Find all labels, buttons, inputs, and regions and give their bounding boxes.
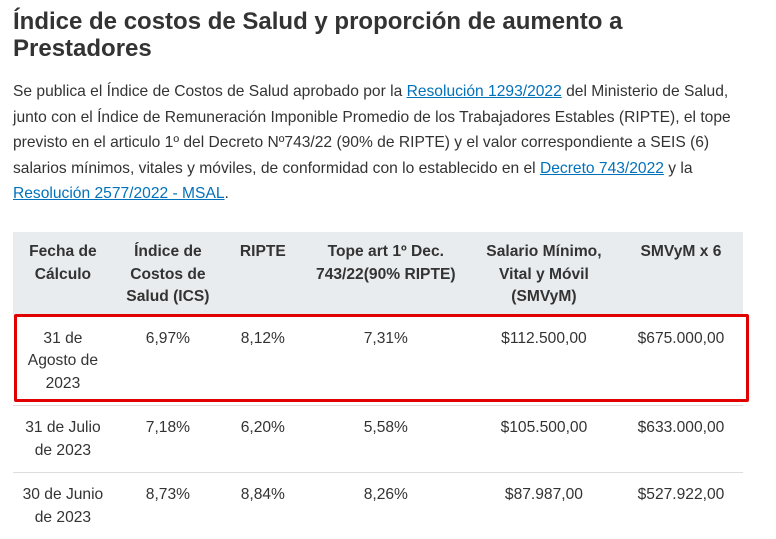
cell-fecha: 31 de Julio de 2023 xyxy=(13,406,113,473)
link-resolucion-1293[interactable]: Resolución 1293/2022 xyxy=(407,83,562,100)
link-resolucion-2577[interactable]: Resolución 2577/2022 - MSAL xyxy=(13,185,225,202)
cell-tope: 7,31% xyxy=(303,317,469,406)
cell-fecha: 31 de Agosto de 2023 xyxy=(13,317,113,406)
cell-ics: 6,97% xyxy=(113,317,223,406)
cell-smvym-x6: $633.000,00 xyxy=(619,406,743,473)
header-smvym: Salario Mínimo, Vital y Móvil (SMVyM) xyxy=(469,232,619,317)
intro-text-3: y la xyxy=(664,160,693,177)
cell-ripte: 8,84% xyxy=(223,473,303,539)
header-ripte: RIPTE xyxy=(223,232,303,317)
cell-ripte: 8,12% xyxy=(223,317,303,406)
costs-table: Fecha de Cálculo Índice de Costos de Sal… xyxy=(13,232,743,539)
header-fecha: Fecha de Cálculo xyxy=(13,232,113,317)
link-decreto-743[interactable]: Decreto 743/2022 xyxy=(540,160,664,177)
cell-smvym: $105.500,00 xyxy=(469,406,619,473)
cell-smvym-x6: $527.922,00 xyxy=(619,473,743,539)
cell-smvym-x6: $675.000,00 xyxy=(619,317,743,406)
table-row: 31 de Julio de 2023 7,18% 6,20% 5,58% $1… xyxy=(13,406,743,473)
header-ics: Índice de Costos de Salud (ICS) xyxy=(113,232,223,317)
intro-text-1: Se publica el Índice de Costos de Salud … xyxy=(13,83,407,100)
header-tope: Tope art 1º Dec. 743/22(90% RIPTE) xyxy=(303,232,469,317)
cell-ripte: 6,20% xyxy=(223,406,303,473)
page-title: Índice de costos de Salud y proporción d… xyxy=(13,8,753,62)
table-row: 30 de Junio de 2023 8,73% 8,84% 8,26% $8… xyxy=(13,473,743,539)
table-row: 31 de Agosto de 2023 6,97% 8,12% 7,31% $… xyxy=(13,317,743,406)
cell-ics: 8,73% xyxy=(113,473,223,539)
cell-tope: 5,58% xyxy=(303,406,469,473)
cell-smvym: $87.987,00 xyxy=(469,473,619,539)
intro-text-4: . xyxy=(225,185,229,202)
header-smvym-x6: SMVyM x 6 xyxy=(619,232,743,317)
table-header-row: Fecha de Cálculo Índice de Costos de Sal… xyxy=(13,232,743,317)
intro-paragraph: Se publica el Índice de Costos de Salud … xyxy=(13,79,753,207)
cell-fecha: 30 de Junio de 2023 xyxy=(13,473,113,539)
cell-ics: 7,18% xyxy=(113,406,223,473)
cell-tope: 8,26% xyxy=(303,473,469,539)
cell-smvym: $112.500,00 xyxy=(469,317,619,406)
